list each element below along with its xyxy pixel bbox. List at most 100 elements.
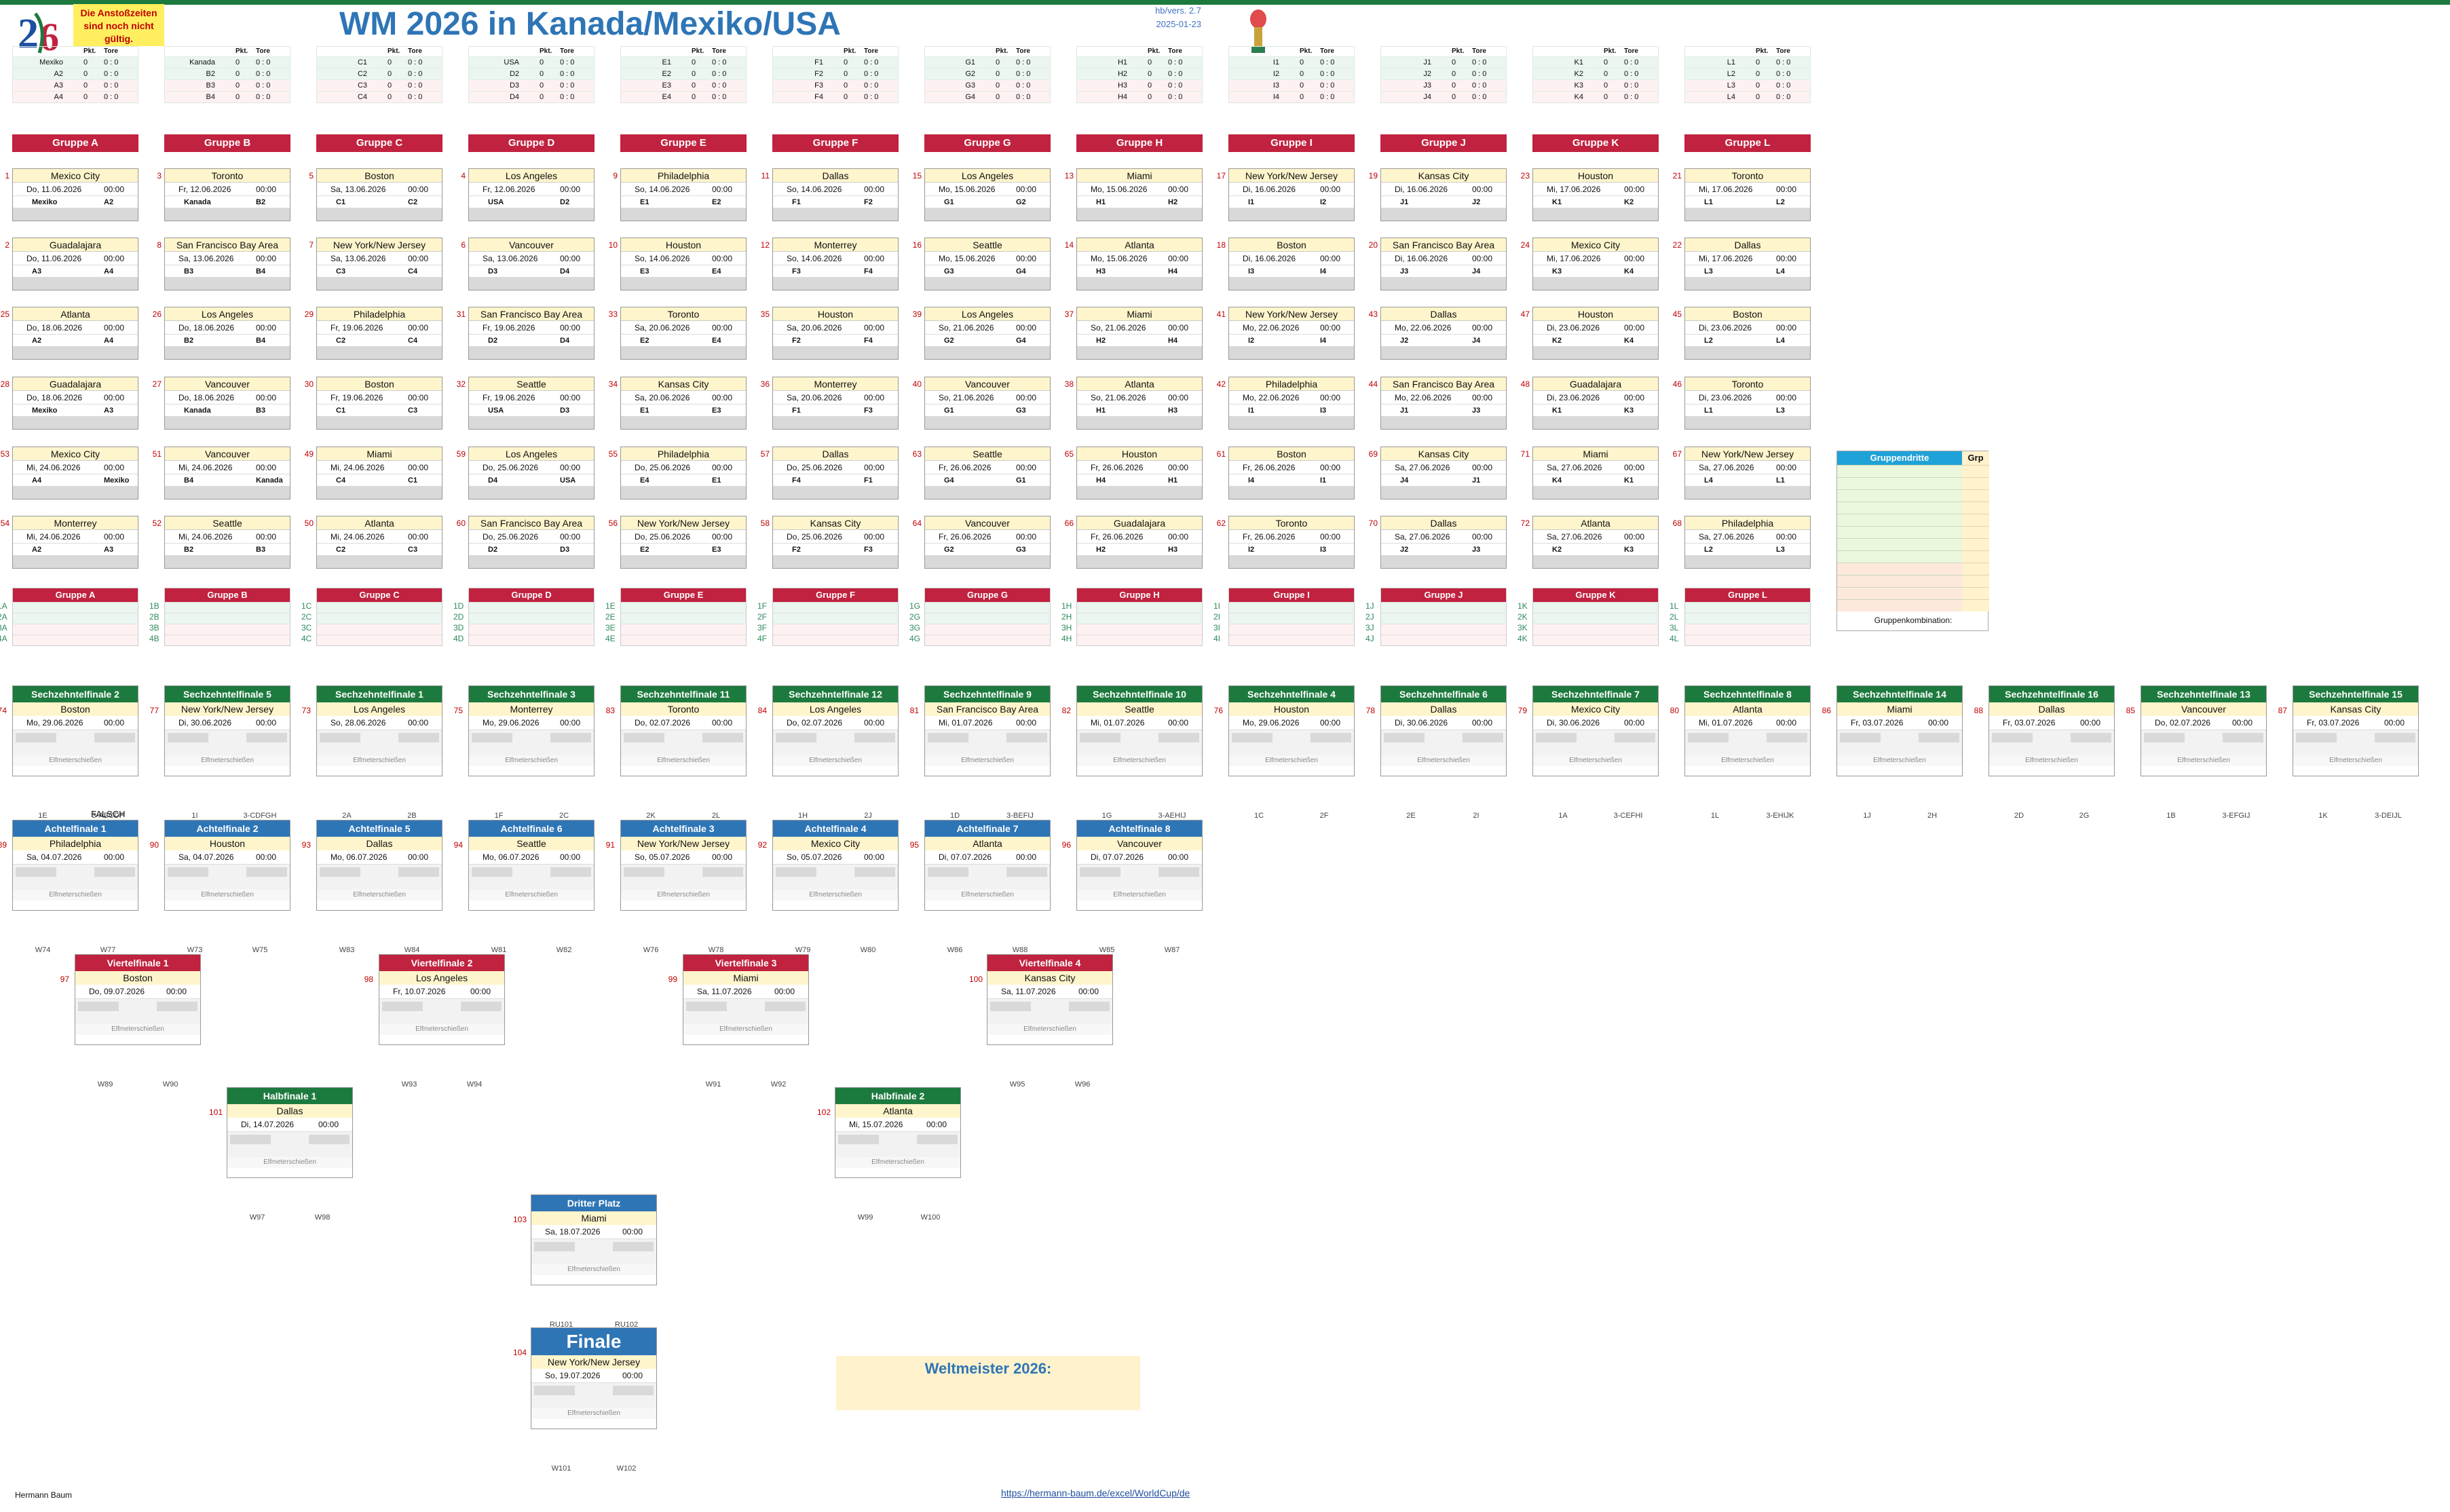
standings-row[interactable] — [317, 635, 442, 645]
score-input-cell[interactable] — [1685, 347, 1810, 359]
penalty-score-row[interactable] — [317, 766, 442, 776]
third-place-row[interactable] — [1837, 599, 1962, 611]
score-area[interactable] — [773, 730, 898, 755]
group-match-card[interactable]: Monterrey So, 14.06.2026 00:00 F3 F4 — [772, 238, 899, 290]
score-area[interactable] — [925, 864, 1050, 890]
group-match-card[interactable]: Houston Di, 23.06.2026 00:00 K2 K4 — [1532, 307, 1659, 360]
standings-row[interactable] — [1229, 613, 1354, 624]
group-match-card[interactable]: Los Angeles Mo, 15.06.2026 00:00 G1 G2 — [924, 168, 1051, 221]
group-match-card[interactable]: Guadalajara Do, 11.06.2026 00:00 A3 A4 — [12, 238, 138, 290]
home-score-cell[interactable] — [776, 867, 816, 877]
standings-row[interactable] — [925, 602, 1050, 613]
round-of-16-card[interactable]: Achtelfinale 3 New York/New Jersey So, 05.… — [620, 820, 747, 911]
group-match-card[interactable]: Mexico City Mi, 17.06.2026 00:00 K3 K4 — [1532, 238, 1659, 290]
group-match-card[interactable]: Miami Mi, 24.06.2026 00:00 C4 C1 — [316, 447, 442, 499]
group-match-card[interactable]: Toronto Di, 23.06.2026 00:00 L1 L3 — [1684, 377, 1811, 430]
penalty-score-row[interactable] — [1077, 766, 1202, 776]
standings-row[interactable] — [773, 613, 898, 624]
standings-row[interactable] — [165, 613, 290, 624]
score-area[interactable] — [317, 864, 442, 890]
penalty-score-row[interactable] — [469, 766, 594, 776]
group-match-card[interactable]: Atlanta Mo, 15.06.2026 00:00 H3 H4 — [1076, 238, 1203, 290]
group-match-card[interactable]: New York/New Jersey Di, 16.06.2026 00:00 I1… — [1228, 168, 1355, 221]
third-place-row[interactable] — [1837, 526, 1962, 538]
score-area[interactable] — [469, 730, 594, 755]
away-score-cell[interactable] — [157, 1002, 197, 1011]
away-score-cell[interactable] — [461, 1002, 502, 1011]
score-input-cell[interactable] — [1077, 556, 1202, 568]
penalty-score-row[interactable] — [987, 1035, 1112, 1044]
group-match-card[interactable]: Mexico City Do, 11.06.2026 00:00 Mexiko A2 — [12, 168, 138, 221]
standings-row[interactable] — [13, 602, 138, 613]
away-score-cell[interactable] — [2071, 733, 2111, 742]
group-match-card[interactable]: Houston Fr, 26.06.2026 00:00 H4 H1 — [1076, 447, 1203, 499]
group-match-card[interactable]: Monterrey Mi, 24.06.2026 00:00 A2 A3 — [12, 516, 138, 569]
away-score-cell[interactable] — [550, 867, 591, 877]
group-match-card[interactable]: Philadelphia Fr, 19.06.2026 00:00 C2 C4 — [316, 307, 442, 360]
penalty-score-row[interactable] — [1989, 766, 2114, 776]
away-score-cell[interactable] — [613, 1386, 654, 1395]
third-place-row[interactable] — [1837, 514, 1962, 526]
third-place-row[interactable] — [1837, 489, 1962, 502]
score-area[interactable] — [2293, 730, 2418, 755]
away-score-cell[interactable] — [2223, 733, 2263, 742]
standings-row[interactable] — [1381, 613, 1506, 624]
group-match-card[interactable]: Atlanta So, 21.06.2026 00:00 H1 H3 — [1076, 377, 1203, 430]
away-score-cell[interactable] — [702, 733, 743, 742]
home-score-cell[interactable] — [1080, 867, 1120, 877]
score-input-cell[interactable] — [165, 278, 290, 290]
score-area[interactable] — [683, 998, 808, 1024]
penalty-score-row[interactable] — [1837, 766, 1962, 776]
penalty-score-row[interactable] — [469, 901, 594, 910]
round-of-32-card[interactable]: Sechzehntelfinale 5 New York/New Jersey Di… — [164, 685, 290, 776]
standings-row[interactable] — [1533, 602, 1658, 613]
away-score-cell[interactable] — [309, 1135, 350, 1144]
group-match-card[interactable]: Guadalajara Do, 18.06.2026 00:00 Mexiko A3 — [12, 377, 138, 430]
group-match-card[interactable]: Vancouver Mi, 24.06.2026 00:00 B4 Kanada — [164, 447, 290, 499]
home-score-cell[interactable] — [472, 867, 512, 877]
standings-row[interactable] — [1077, 602, 1202, 613]
round-of-32-card[interactable]: Sechzehntelfinale 13 Vancouver Do, 02.07.2… — [2141, 685, 2267, 776]
score-input-cell[interactable] — [1229, 487, 1354, 499]
home-score-cell[interactable] — [838, 1135, 879, 1144]
away-score-cell[interactable] — [854, 867, 895, 877]
standings-row[interactable] — [1229, 635, 1354, 645]
away-score-cell[interactable] — [917, 1135, 958, 1144]
home-score-cell[interactable] — [320, 733, 360, 742]
score-input-cell[interactable] — [469, 208, 594, 221]
score-input-cell[interactable] — [621, 556, 746, 568]
score-input-cell[interactable] — [317, 347, 442, 359]
home-score-cell[interactable] — [990, 1002, 1031, 1011]
score-area[interactable] — [987, 998, 1112, 1024]
score-input-cell[interactable] — [469, 487, 594, 499]
standings-row[interactable] — [469, 613, 594, 624]
round-of-16-card[interactable]: Achtelfinale 6 Seattle Mo, 06.07.2026 00:00… — [468, 820, 595, 911]
away-score-cell[interactable] — [550, 733, 591, 742]
standings-row[interactable] — [925, 635, 1050, 645]
score-input-cell[interactable] — [1533, 417, 1658, 429]
penalty-score-row[interactable] — [379, 1035, 504, 1044]
home-score-cell[interactable] — [1688, 733, 1729, 742]
penalty-score-row[interactable] — [683, 1035, 808, 1044]
penalty-score-row[interactable] — [835, 1168, 960, 1177]
score-area[interactable] — [621, 864, 746, 890]
score-input-cell[interactable] — [1533, 556, 1658, 568]
group-match-card[interactable]: Seattle Mi, 24.06.2026 00:00 B2 B3 — [164, 516, 290, 569]
penalty-score-row[interactable] — [773, 766, 898, 776]
group-match-card[interactable]: Houston Sa, 20.06.2026 00:00 F2 F4 — [772, 307, 899, 360]
away-score-cell[interactable] — [702, 867, 743, 877]
standings-row[interactable] — [773, 624, 898, 635]
round-of-32-card[interactable]: Sechzehntelfinale 15 Kansas City Fr, 03.07… — [2293, 685, 2419, 776]
group-match-card[interactable]: Guadalajara Fr, 26.06.2026 00:00 H2 H3 — [1076, 516, 1203, 569]
score-input-cell[interactable] — [13, 278, 138, 290]
score-area[interactable] — [1381, 730, 1506, 755]
score-area[interactable] — [227, 1131, 352, 1157]
standings-row[interactable] — [469, 624, 594, 635]
penalty-score-row[interactable] — [531, 1419, 656, 1429]
penalty-score-row[interactable] — [13, 766, 138, 776]
group-match-card[interactable]: Toronto Sa, 20.06.2026 00:00 E2 E4 — [620, 307, 747, 360]
score-input-cell[interactable] — [469, 556, 594, 568]
score-area[interactable] — [379, 998, 504, 1024]
group-match-card[interactable]: Philadelphia Sa, 27.06.2026 00:00 L2 L3 — [1684, 516, 1811, 569]
group-match-card[interactable]: Kansas City Di, 16.06.2026 00:00 J1 J2 — [1380, 168, 1507, 221]
